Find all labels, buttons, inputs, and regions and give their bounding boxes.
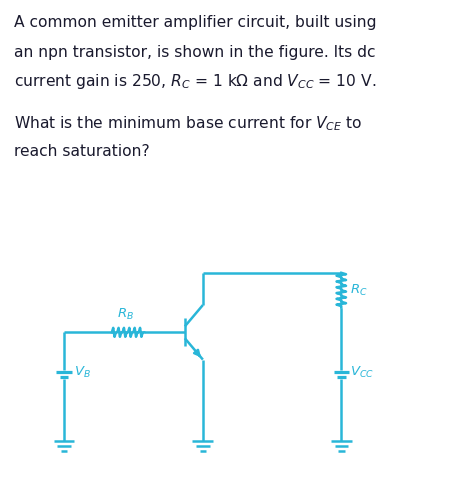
Text: reach saturation?: reach saturation? (14, 144, 150, 159)
Text: current gain is 250, $R_C$ = 1 k$\Omega$ and $V_{CC}$ = 10 V.: current gain is 250, $R_C$ = 1 k$\Omega$… (14, 72, 377, 91)
Text: What is the minimum base current for $V_{CE}$ to: What is the minimum base current for $V_… (14, 115, 363, 133)
Text: $V_B$: $V_B$ (74, 365, 91, 379)
Text: A common emitter amplifier circuit, built using: A common emitter amplifier circuit, buil… (14, 15, 377, 30)
Text: $V_{CC}$: $V_{CC}$ (350, 365, 374, 379)
Text: an npn transistor, is shown in the figure. Its dc: an npn transistor, is shown in the figur… (14, 45, 376, 60)
Text: $R_C$: $R_C$ (350, 283, 367, 298)
Text: $R_B$: $R_B$ (117, 308, 134, 322)
